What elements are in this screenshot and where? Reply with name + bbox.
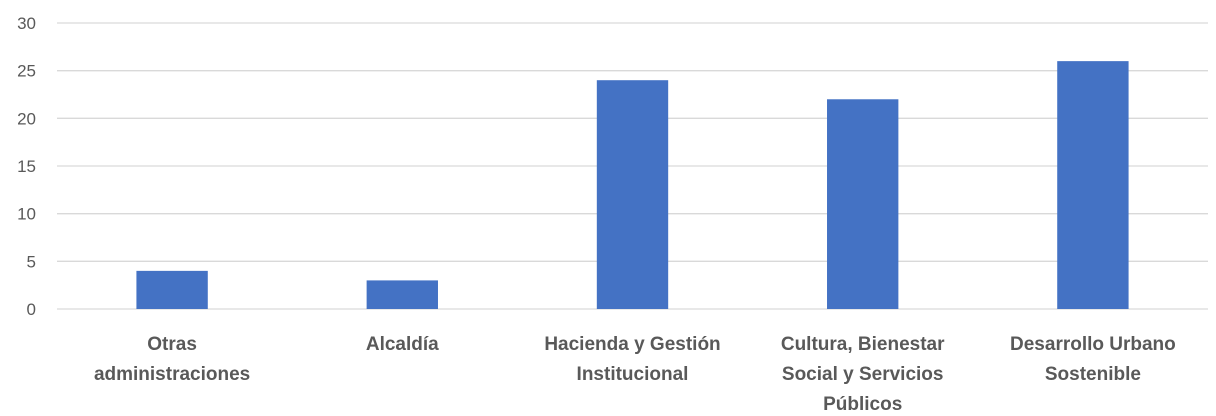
x-tick-label-line: administraciones: [94, 364, 250, 385]
x-axis-labels: Otras administraciones Alcaldía Hacienda y …: [94, 334, 1176, 415]
x-tick-label: Otras administraciones: [94, 334, 250, 385]
x-tick-label-line: Cultura, Bienestar: [781, 334, 945, 355]
y-axis-ticks: 0 5 10 15 20 25 30: [17, 14, 36, 319]
x-tick-label: Alcaldía: [366, 334, 439, 355]
y-tick-label: 30: [17, 14, 36, 33]
x-tick-label-line: Sostenible: [1045, 364, 1141, 385]
y-tick-label: 20: [17, 109, 36, 128]
x-tick-label: Desarrollo Urbano Sostenible: [1010, 334, 1176, 385]
x-tick-label-line: Alcaldía: [366, 334, 439, 355]
x-tick-label-line: Hacienda y Gestión: [544, 334, 720, 355]
x-tick-label-line: Otras: [147, 334, 197, 355]
bar: [136, 270, 208, 309]
bars: [136, 61, 1129, 310]
bar: [596, 80, 669, 309]
bar: [827, 99, 899, 310]
x-tick-label-line: Públicos: [823, 394, 902, 415]
y-tick-label: 0: [27, 300, 36, 319]
x-tick-label: Cultura, Bienestar Social y Servicios Públ…: [781, 334, 945, 415]
y-tick-label: 15: [17, 157, 36, 176]
x-tick-label-line: Institucional: [577, 364, 689, 385]
x-tick-label: Hacienda y Gestión Institucional: [544, 334, 720, 385]
bar: [1057, 61, 1129, 310]
y-tick-label: 5: [27, 252, 36, 271]
y-tick-label: 25: [17, 62, 36, 81]
x-tick-label-line: Social y Servicios: [782, 364, 944, 385]
x-tick-label-line: Desarrollo Urbano: [1010, 334, 1176, 355]
bar: [366, 280, 438, 309]
y-tick-label: 10: [17, 205, 36, 224]
